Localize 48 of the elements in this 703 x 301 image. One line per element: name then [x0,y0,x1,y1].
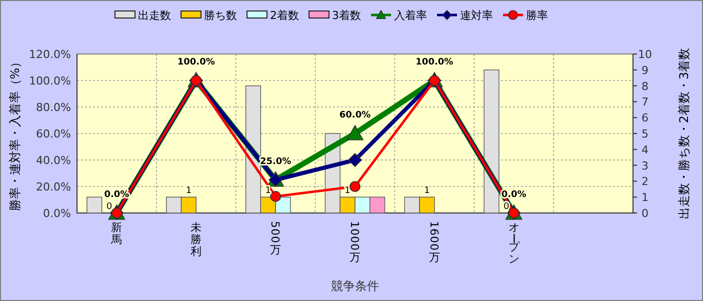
legend-label: 勝ち数 [204,9,237,22]
point [348,153,362,167]
data-label: 100.0% [416,58,454,68]
y-axis-title: 勝率・連対率・入着率（%） [8,56,22,212]
point [350,181,360,192]
x-tick-label: 新馬 [110,221,122,246]
y-tick-label: 100.0% [29,74,71,88]
y-tick-label: 20.0% [36,180,71,194]
legend-label: 3着数 [332,9,361,22]
x-tick-label: 未勝利 [190,221,202,258]
y2-axis-title: 出走数・勝ち数・2着数・3着数 [677,48,691,220]
y2-tick-label: 5 [642,128,648,140]
data-label: 0 [106,202,112,212]
data-label: 1 [344,186,350,196]
data-label: 1 [186,186,192,196]
y2-tick-label: 1 [642,191,648,204]
bar [86,196,102,214]
legend-label: 2着数 [270,9,299,22]
y2-tick-label: 4 [642,143,648,156]
data-label: 1 [265,186,271,196]
y2-tick-label: 2 [642,175,648,188]
x-tick-label: 500万 [268,221,282,256]
y2-tick-label: 8 [642,80,648,93]
y2-tick-label: 10 [638,48,652,61]
point [270,191,281,202]
x-tick-label: 1000万 [348,221,361,264]
x-tick-label: オープン [506,221,520,266]
y-tick-label: 120.0% [29,48,71,61]
legend-label: 出走数 [138,9,171,22]
data-label: 1 [424,186,430,196]
y2-tick-label: 6 [642,112,648,125]
y-tick-label: 60.0% [36,128,71,140]
y2-tick-label: 7 [642,96,648,109]
y2-tick-label: 0 [642,207,648,220]
y-tick-label: 0.0% [43,207,71,220]
data-label: 100.0% [177,58,215,68]
bar [484,70,500,214]
data-label: 60.0% [339,110,371,120]
legend-label: 入着率 [394,9,427,22]
point [346,125,364,140]
y2-tick-label: 3 [642,159,648,172]
legend-label: 連対率 [460,9,493,22]
x-axis-title: 競争条件 [331,279,379,293]
legend-label: 勝率 [526,9,548,22]
y2-tick-label: 9 [642,64,648,77]
x-tick-label: 1600万 [427,221,440,264]
y-tick-label: 40.0% [36,154,71,167]
y-tick-label: 80.0% [36,101,71,114]
